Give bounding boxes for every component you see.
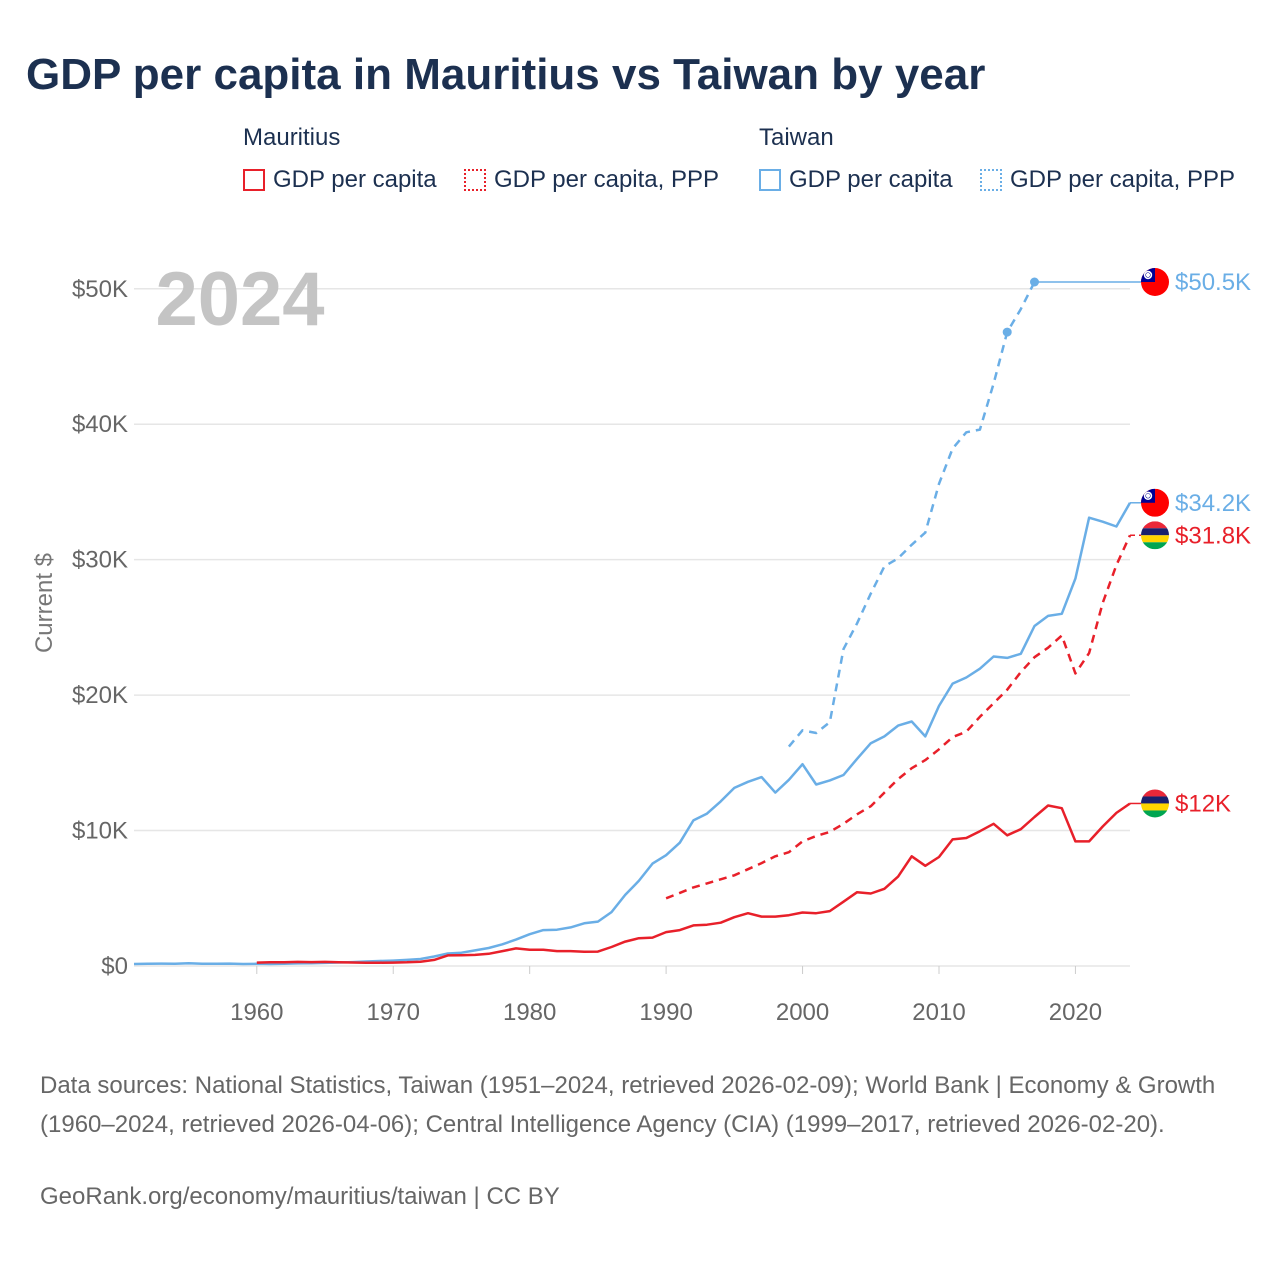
legend-label: GDP per capita: [273, 166, 437, 193]
flag-mauritius-icon: [1141, 521, 1169, 549]
y-tick-label: $50K: [72, 276, 128, 303]
series-line-taiwan-gdp-per-capita-ppp: [787, 281, 1036, 748]
flag-taiwan-icon: [1141, 489, 1169, 517]
legend-item-mauritius-gdp-ppp[interactable]: GDP per capita, PPP: [464, 166, 719, 194]
y-axis: $0 $10K $20K $30K $40K $50K: [72, 276, 128, 980]
x-tick-label: 1960: [230, 999, 283, 1026]
y-tick-label: $0: [101, 953, 128, 980]
data-sources: Data sources: National Statistics, Taiwa…: [40, 1072, 1216, 1138]
x-axis: 1960 1970 1980 1990 2000 2010 2020: [230, 966, 1102, 1026]
legend-swatch-solid: [759, 169, 781, 191]
end-value-label: $12K: [1175, 790, 1231, 817]
series-line-taiwan-gdp-per-capita: [133, 502, 1132, 966]
y-tick-label: $30K: [72, 547, 128, 574]
legend-item-mauritius-gdp[interactable]: GDP per capita: [243, 166, 437, 194]
legend-item-taiwan-gdp-ppp[interactable]: GDP per capita, PPP: [980, 166, 1235, 194]
data-point-marker: [1029, 277, 1039, 287]
legend-swatch-dotted: [464, 169, 486, 191]
data-point-marker: [1002, 327, 1012, 337]
x-tick-label: 2000: [776, 999, 829, 1026]
year-watermark: 2024: [155, 257, 324, 342]
chart-title: GDP per capita in Mauritius vs Taiwan by…: [26, 50, 986, 99]
grid-lines: [134, 288, 1130, 967]
legend-label: GDP per capita: [789, 166, 953, 193]
x-tick-label: 2020: [1049, 999, 1102, 1026]
end-labels: $34.2K $50.5K $12K $31.8K: [1141, 268, 1251, 818]
series-layer: [133, 277, 1155, 966]
line-chart: $0 $10K $20K $30K $40K $50K 1960 1970 1980 1990 2…: [31, 257, 1251, 1026]
series-line-mauritius-gdp-per-capita: [256, 802, 1131, 964]
legend-group-taiwan: Taiwan: [759, 124, 834, 151]
end-value-label: $50.5K: [1175, 269, 1251, 296]
y-tick-label: $40K: [72, 411, 128, 438]
series-line-mauritius-gdp-per-capita-ppp: [665, 534, 1132, 900]
end-value-label: $34.2K: [1175, 490, 1251, 517]
legend-group-mauritius: Mauritius: [243, 124, 341, 151]
flag-taiwan-icon: [1141, 268, 1169, 296]
y-tick-label: $10K: [72, 818, 128, 845]
flag-mauritius-icon: [1141, 789, 1169, 817]
x-tick-label: 1970: [367, 999, 420, 1026]
legend-item-taiwan-gdp[interactable]: GDP per capita: [759, 166, 953, 194]
y-axis-label: Current $: [31, 553, 58, 653]
end-value-label: $31.8K: [1175, 522, 1251, 549]
legend-label: GDP per capita, PPP: [494, 166, 719, 193]
legend-swatch-dotted: [980, 169, 1002, 191]
x-tick-label: 2010: [912, 999, 965, 1026]
x-tick-label: 1990: [639, 999, 692, 1026]
x-tick-label: 1980: [503, 999, 556, 1026]
source-credit[interactable]: GeoRank.org/economy/mauritius/taiwan | C…: [40, 1183, 560, 1210]
legend-label: GDP per capita, PPP: [1010, 166, 1235, 193]
legend-swatch-solid: [243, 169, 265, 191]
y-tick-label: $20K: [72, 682, 128, 709]
